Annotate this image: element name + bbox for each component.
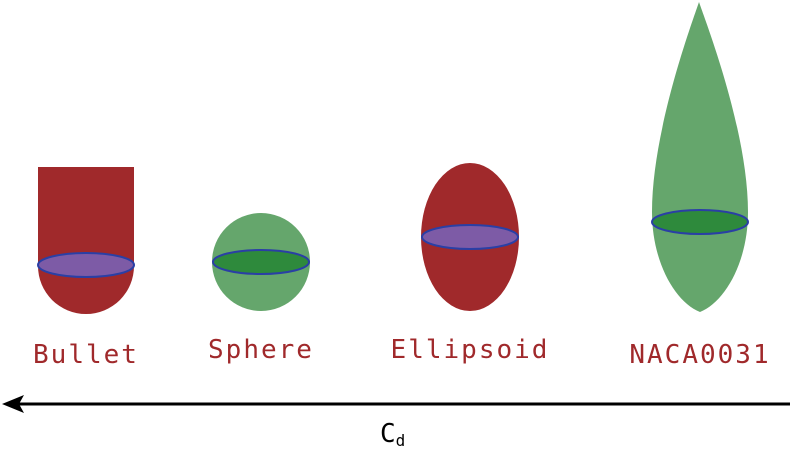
cd-axis: Cd [2, 395, 790, 449]
naca0031-body [652, 2, 748, 312]
sphere-cross-section [212, 249, 310, 275]
bullet-cross-section [37, 252, 135, 278]
naca0031-shape: NACA0031 [629, 2, 770, 370]
naca0031-label: NACA0031 [629, 340, 770, 370]
ellipsoid-cross-section [421, 224, 519, 250]
cd-axis-label: Cd [380, 419, 405, 449]
ellipsoid-label: Ellipsoid [391, 335, 550, 365]
bullet-label: Bullet [33, 340, 139, 370]
naca0031-cross-section [651, 209, 749, 235]
sphere-shape: Sphere [208, 213, 314, 365]
cd-symbol: C [380, 419, 396, 449]
ellipsoid-shape: Ellipsoid [391, 163, 550, 365]
cd-subscript: d [396, 431, 406, 449]
cd-arrow-head-icon [2, 395, 24, 413]
sphere-label: Sphere [208, 335, 314, 365]
bullet-shape: Bullet [33, 167, 139, 370]
bullet-body [38, 167, 134, 314]
